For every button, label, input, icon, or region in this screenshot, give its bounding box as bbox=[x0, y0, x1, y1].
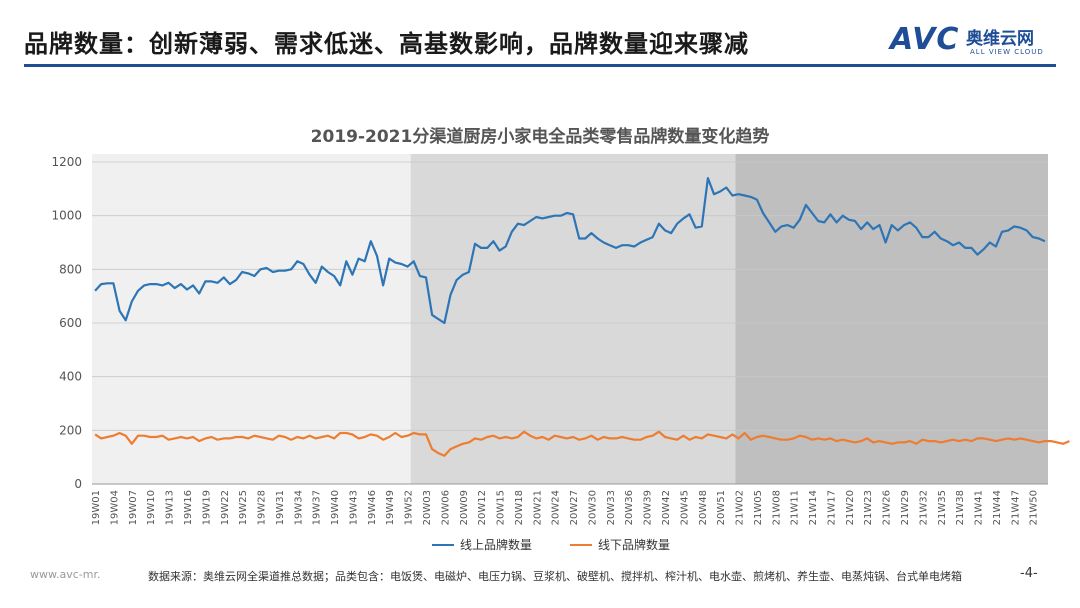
legend-online: 线上品牌数量 bbox=[432, 536, 532, 553]
page-title: 品牌数量：创新薄弱、需求低迷、高基数影响，品牌数量迎来骤减 bbox=[24, 30, 749, 58]
x-tick-label: 19W19 bbox=[201, 490, 212, 525]
x-tick-label: 19W07 bbox=[128, 490, 139, 525]
x-tick-label: 21W17 bbox=[826, 490, 837, 525]
footer-url: www.avc-mr. bbox=[30, 568, 101, 581]
x-tick-label: 21W23 bbox=[863, 490, 874, 525]
y-tick-label: 400 bbox=[59, 370, 82, 384]
x-tick-label: 19W16 bbox=[183, 490, 194, 525]
x-tick-label: 20W48 bbox=[698, 490, 709, 525]
legend-offline-label: 线下品牌数量 bbox=[598, 538, 671, 552]
x-tick-label: 20W09 bbox=[459, 490, 470, 525]
x-tick-label: 21W35 bbox=[937, 490, 948, 525]
year-band-2020 bbox=[410, 154, 736, 484]
x-tick-label: 19W46 bbox=[367, 490, 378, 525]
x-tick-label: 21W47 bbox=[1010, 490, 1021, 525]
x-tick-label: 20W18 bbox=[514, 490, 525, 525]
x-tick-label: 21W50 bbox=[1029, 490, 1040, 525]
x-tick-label: 19W25 bbox=[238, 490, 249, 525]
avc-logo: AVC 奥维云网 ALL VIEW CLOUD bbox=[890, 22, 1070, 62]
x-tick-label: 20W03 bbox=[422, 490, 433, 525]
x-tick-label: 21W05 bbox=[753, 490, 764, 525]
y-tick-label: 800 bbox=[59, 262, 82, 276]
x-tick-label: 20W21 bbox=[532, 490, 543, 525]
x-tick-label: 20W15 bbox=[496, 490, 507, 525]
x-tick-label: 21W38 bbox=[955, 490, 966, 525]
x-tick-label: 20W30 bbox=[587, 490, 598, 525]
x-tick-label: 19W31 bbox=[275, 490, 286, 525]
x-tick-label: 21W29 bbox=[900, 490, 911, 525]
x-tick-label: 19W01 bbox=[91, 490, 102, 525]
x-tick-label: 19W10 bbox=[146, 490, 157, 525]
x-tick-label: 19W28 bbox=[257, 490, 268, 525]
x-tick-label: 21W44 bbox=[992, 490, 1003, 525]
x-tick-label: 20W51 bbox=[716, 490, 727, 525]
x-tick-label: 21W32 bbox=[918, 490, 929, 525]
footer-source: 数据来源：奥维云网全渠道推总数据；品类包含：电饭煲、电磁炉、电压力锅、豆浆机、破… bbox=[148, 570, 962, 583]
logo-cn-text: 奥维云网 bbox=[966, 29, 1034, 49]
x-tick-label: 20W36 bbox=[624, 490, 635, 525]
y-tick-label: 200 bbox=[59, 423, 82, 437]
x-tick-label: 21W02 bbox=[735, 490, 746, 525]
x-tick-label: 19W43 bbox=[348, 490, 359, 525]
x-tick-label: 20W06 bbox=[440, 490, 451, 525]
header-divider bbox=[24, 64, 1056, 67]
x-tick-label: 21W26 bbox=[882, 490, 893, 525]
legend-online-swatch bbox=[432, 543, 454, 546]
x-tick-label: 19W49 bbox=[385, 490, 396, 525]
y-tick-label: 600 bbox=[59, 316, 82, 330]
page-number: -4- bbox=[1020, 566, 1038, 581]
y-tick-label: 0 bbox=[74, 477, 82, 491]
x-tick-label: 20W45 bbox=[679, 490, 690, 525]
x-tick-label: 19W13 bbox=[165, 490, 176, 525]
chart-title: 2019-2021分渠道厨房小家电全品类零售品牌数量变化趋势 bbox=[310, 127, 770, 147]
x-tick-label: 21W20 bbox=[845, 490, 856, 525]
x-tick-label: 19W37 bbox=[312, 490, 323, 525]
x-tick-label: 20W42 bbox=[661, 490, 672, 525]
legend-offline: 线下品牌数量 bbox=[570, 536, 670, 553]
logo-avc-text: AVC bbox=[890, 22, 960, 57]
x-tick-label: 21W41 bbox=[974, 490, 985, 525]
x-tick-label: 20W24 bbox=[551, 490, 562, 525]
legend-offline-swatch bbox=[570, 543, 592, 546]
year-band-2021 bbox=[735, 154, 1048, 484]
x-tick-label: 20W12 bbox=[477, 490, 488, 525]
series-line-online bbox=[94, 177, 1046, 325]
x-tick-label: 21W08 bbox=[771, 490, 782, 525]
x-tick-label: 21W14 bbox=[808, 490, 819, 525]
x-tick-label: 20W39 bbox=[643, 490, 654, 525]
logo-en-text: ALL VIEW CLOUD bbox=[970, 48, 1044, 56]
x-tick-label: 21W11 bbox=[790, 490, 801, 525]
x-tick-label: 19W52 bbox=[404, 490, 415, 525]
x-tick-label: 19W04 bbox=[109, 490, 120, 525]
series-line-offline bbox=[94, 430, 1070, 457]
legend-online-label: 线上品牌数量 bbox=[460, 538, 533, 552]
year-band-2019 bbox=[92, 154, 411, 484]
x-tick-label: 19W22 bbox=[220, 490, 231, 525]
x-tick-label: 20W33 bbox=[606, 490, 617, 525]
y-tick-label: 1200 bbox=[51, 155, 82, 169]
x-tick-label: 20W27 bbox=[569, 490, 580, 525]
x-tick-label: 19W34 bbox=[293, 490, 304, 525]
x-tick-label: 19W40 bbox=[330, 490, 341, 525]
y-tick-label: 1000 bbox=[51, 209, 82, 223]
